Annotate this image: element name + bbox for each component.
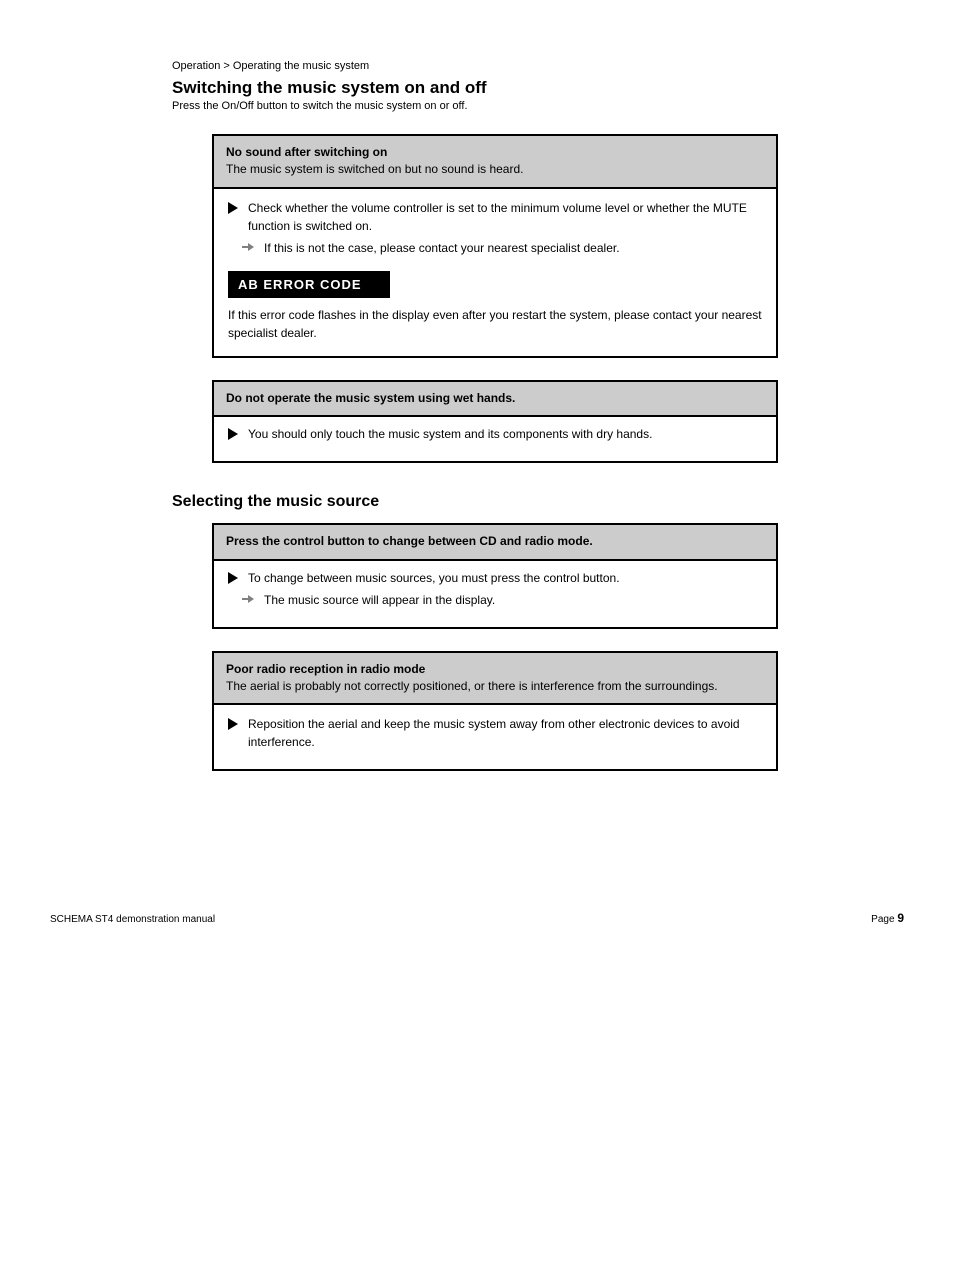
result-text: The music source will appear in the disp…: [264, 591, 495, 609]
box-header: Poor radio reception in radio mode The a…: [214, 653, 776, 704]
box-header-title: Do not operate the music system using we…: [226, 390, 764, 407]
instruction-step: To change between music sources, you mus…: [228, 569, 762, 587]
error-code-desc: If this error code flashes in the displa…: [228, 306, 762, 342]
info-box-control-button: Press the control button to change betwe…: [212, 523, 778, 628]
instruction-step: You should only touch the music system a…: [228, 425, 762, 443]
box-header-title: No sound after switching on: [226, 144, 764, 161]
box-header: No sound after switching on The music sy…: [214, 136, 776, 187]
triangle-bullet-icon: [228, 202, 238, 214]
box-header: Do not operate the music system using we…: [214, 382, 776, 415]
error-code-row: AB ERROR CODE: [228, 271, 762, 298]
page-footer: SCHEMA ST4 demonstration manual Page 9: [40, 911, 914, 925]
troubleshoot-box-no-sound: No sound after switching on The music sy…: [212, 134, 778, 358]
triangle-bullet-icon: [228, 718, 238, 730]
triangle-bullet-icon: [228, 572, 238, 584]
box-header-title: Poor radio reception in radio mode: [226, 661, 764, 678]
instruction-step: Reposition the aerial and keep the music…: [228, 715, 762, 751]
breadcrumb: Operation > Operating the music system: [172, 60, 914, 72]
step-text: Reposition the aerial and keep the music…: [248, 715, 762, 751]
error-code-chip: AB ERROR CODE: [228, 271, 390, 298]
box-header-title: Press the control button to change betwe…: [226, 533, 764, 550]
warning-box-wet-hands: Do not operate the music system using we…: [212, 380, 778, 463]
triangle-bullet-icon: [228, 428, 238, 440]
box-header-desc: The music system is switched on but no s…: [226, 161, 764, 178]
footer-page-label: Page: [871, 914, 894, 925]
box-body: Check whether the volume controller is s…: [214, 187, 776, 356]
footer-page-indicator: Page 9: [871, 911, 904, 925]
step-text: Check whether the volume controller is s…: [248, 199, 762, 235]
instruction-step: Check whether the volume controller is s…: [228, 199, 762, 235]
page-subtitle: Press the On/Off button to switch the mu…: [172, 100, 914, 112]
arrow-right-icon: [242, 593, 254, 605]
box-header: Press the control button to change betwe…: [214, 525, 776, 558]
step-text: To change between music sources, you mus…: [248, 569, 620, 587]
section-heading-select-source: Selecting the music source: [172, 493, 914, 511]
troubleshoot-box-radio-reception: Poor radio reception in radio mode The a…: [212, 651, 778, 772]
page-title: Switching the music system on and off: [172, 78, 914, 98]
footer-page-number: 9: [897, 911, 904, 925]
result-text: If this is not the case, please contact …: [264, 239, 620, 257]
arrow-right-icon: [242, 241, 254, 253]
instruction-result: If this is not the case, please contact …: [242, 239, 762, 257]
box-body: You should only touch the music system a…: [214, 415, 776, 461]
box-header-desc: The aerial is probably not correctly pos…: [226, 678, 764, 695]
step-text: You should only touch the music system a…: [248, 425, 652, 443]
box-body: To change between music sources, you mus…: [214, 559, 776, 627]
footer-doc-title: SCHEMA ST4 demonstration manual: [50, 914, 215, 925]
box-body: Reposition the aerial and keep the music…: [214, 703, 776, 769]
instruction-result: The music source will appear in the disp…: [242, 591, 762, 609]
